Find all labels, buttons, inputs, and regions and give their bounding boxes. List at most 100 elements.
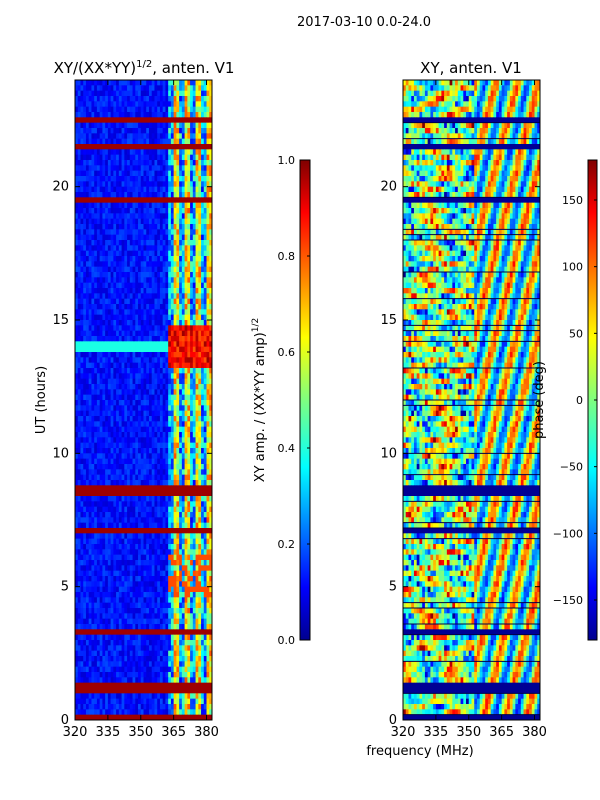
- heatmap-cell: [77, 437, 81, 444]
- heatmap-cell: [201, 176, 205, 182]
- heatmap-cell: [168, 138, 172, 145]
- heatmap-cell: [138, 213, 142, 220]
- heatmap-cell: [165, 480, 169, 486]
- heatmap-cell: [168, 266, 172, 273]
- heatmap-cell: [91, 597, 95, 604]
- heatmap-cell: [99, 400, 103, 406]
- heatmap-cell: [154, 277, 158, 284]
- heatmap-cell: [154, 250, 158, 257]
- heatmap-cell: [162, 122, 166, 129]
- heatmap-cell: [107, 362, 112, 369]
- heatmap-cell: [192, 272, 196, 278]
- heatmap-cell: [99, 346, 103, 353]
- heatmap-cell: [140, 122, 144, 129]
- heatmap-cell: [198, 85, 202, 92]
- heatmap-cell: [85, 384, 90, 390]
- heatmap-cell: [88, 517, 92, 524]
- heatmap-cell: [105, 293, 109, 300]
- heatmap-cell: [116, 298, 120, 305]
- heatmap-cell: [124, 560, 128, 566]
- heatmap-cell: [170, 272, 175, 278]
- heatmap-cell: [77, 512, 81, 518]
- heatmap-cell: [201, 101, 205, 108]
- heatmap-cell: [110, 197, 114, 204]
- heatmap-cell: [80, 554, 84, 561]
- heatmap-cell: [168, 149, 172, 156]
- heatmap-cell: [143, 565, 147, 572]
- heatmap-cell: [102, 245, 106, 252]
- heatmap-cell: [201, 309, 205, 316]
- heatmap-cell: [77, 597, 81, 604]
- heatmap-cell: [91, 96, 95, 102]
- heatmap-cell: [88, 176, 92, 182]
- heatmap-cell: [83, 480, 87, 486]
- heatmap-cell: [118, 128, 122, 134]
- heatmap-cell: [170, 432, 175, 438]
- heatmap-cell: [148, 288, 153, 294]
- heatmap-cell: [154, 576, 158, 582]
- heatmap-cell: [173, 245, 177, 252]
- heatmap-cell: [80, 597, 84, 604]
- heatmap-cell: [157, 442, 161, 449]
- heatmap-cell: [102, 112, 106, 118]
- heatmap-cell: [187, 304, 191, 310]
- heatmap-cell: [83, 565, 87, 572]
- heatmap-cell: [170, 576, 175, 582]
- heatmap-cell: [203, 570, 207, 577]
- heatmap-cell: [94, 522, 98, 529]
- heatmap-cell: [91, 80, 95, 86]
- heatmap-cell: [129, 448, 133, 454]
- heatmap-cell: [94, 453, 98, 460]
- heatmap-cell: [94, 496, 98, 502]
- heatmap-cell: [99, 202, 103, 209]
- heatmap-cell: [121, 485, 125, 492]
- heatmap-cell: [121, 229, 125, 236]
- heatmap-cell: [187, 277, 191, 284]
- heatmap-cell: [102, 186, 106, 193]
- heatmap-cell: [201, 362, 205, 369]
- heatmap-cell: [132, 336, 136, 342]
- heatmap-cell: [181, 565, 185, 572]
- heatmap-cell: [94, 85, 98, 92]
- heatmap-cell: [192, 538, 196, 545]
- heatmap-cell: [143, 202, 147, 209]
- heatmap-cell: [179, 490, 183, 497]
- heatmap-cell: [105, 288, 109, 294]
- heatmap-cell: [187, 224, 191, 230]
- heatmap-cell: [176, 266, 180, 273]
- heatmap-cell: [77, 405, 81, 412]
- heatmap-cell: [88, 341, 92, 348]
- heatmap-cell: [99, 298, 103, 305]
- heatmap-cell: [148, 554, 153, 561]
- heatmap-cell: [170, 512, 175, 518]
- heatmap-cell: [99, 528, 103, 534]
- heatmap-cell: [135, 229, 139, 236]
- heatmap-cell: [148, 176, 153, 182]
- heatmap-cell: [165, 90, 169, 97]
- heatmap-cell: [77, 240, 81, 246]
- heatmap-cell: [77, 298, 81, 305]
- heatmap-cell: [143, 485, 147, 492]
- heatmap-cell: [102, 416, 106, 422]
- heatmap-cell: [118, 240, 122, 246]
- heatmap-cell: [83, 154, 87, 161]
- heatmap-cell: [118, 410, 122, 417]
- heatmap-cell: [179, 240, 183, 246]
- heatmap-cell: [88, 256, 92, 262]
- heatmap-cell: [198, 186, 202, 193]
- heatmap-cell: [135, 373, 139, 380]
- heatmap-cell: [91, 304, 95, 310]
- heatmap-cell: [143, 101, 147, 108]
- heatmap-cell: [129, 101, 133, 108]
- heatmap-cell: [198, 112, 202, 118]
- heatmap-cell: [203, 378, 207, 385]
- heatmap-cell: [176, 90, 180, 97]
- heatmap-cell: [151, 469, 155, 476]
- heatmap-cell: [143, 421, 147, 428]
- heatmap-cell: [113, 533, 117, 540]
- heatmap-cell: [96, 357, 101, 364]
- heatmap-cell: [124, 224, 128, 230]
- heatmap-cell: [151, 202, 155, 209]
- heatmap-cell: [168, 528, 172, 534]
- heatmap-cell: [159, 416, 164, 422]
